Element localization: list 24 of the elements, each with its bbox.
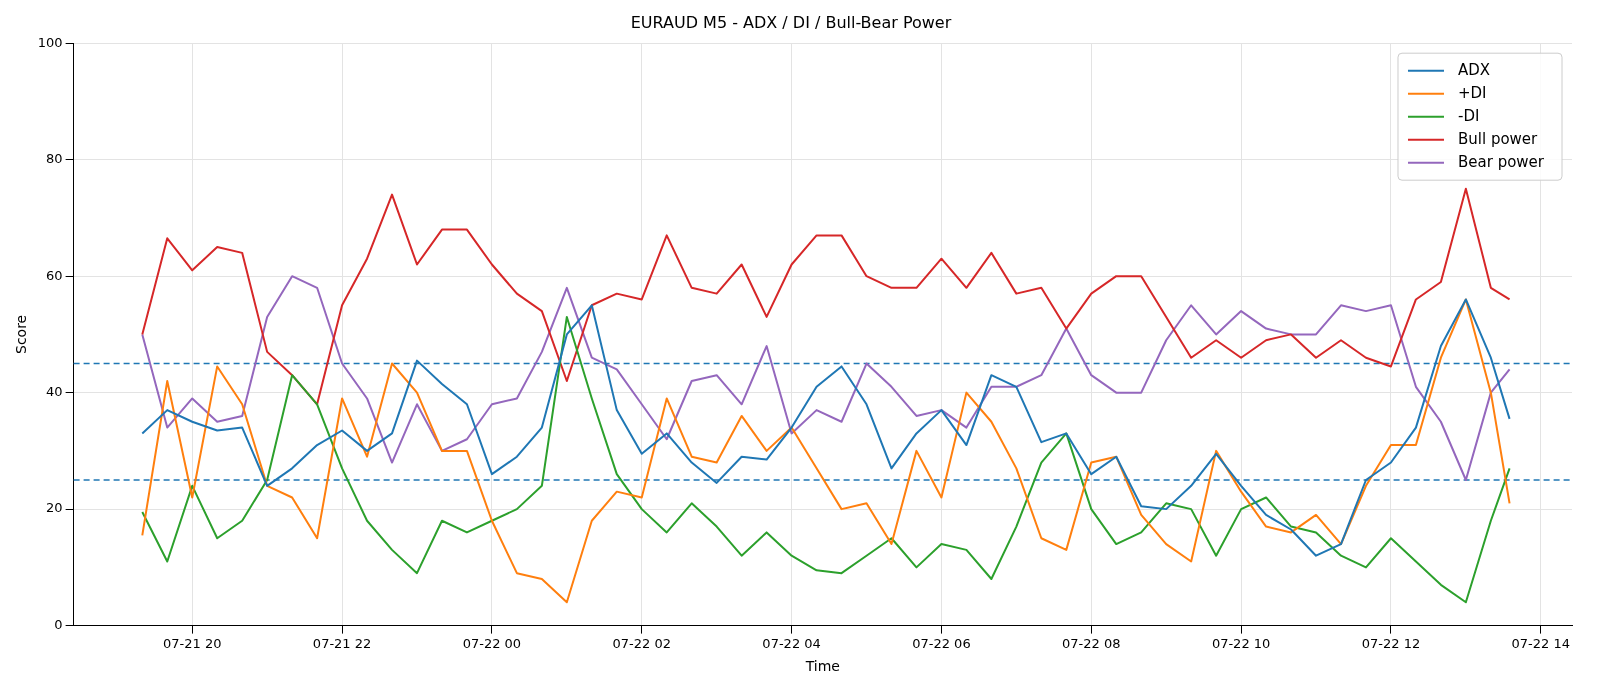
x-tick-label: 07-22 04 <box>762 635 821 651</box>
x-tick-label: 07-21 20 <box>163 635 222 651</box>
x-tick-label: 07-22 00 <box>462 635 522 651</box>
y-tick-label: 20 <box>46 500 63 516</box>
legend-label: +DI <box>1457 83 1487 102</box>
y-axis-title: Score <box>13 314 30 355</box>
y-tick-label: 40 <box>46 384 63 400</box>
x-axis-title: Time <box>804 658 840 675</box>
y-tick-label: 100 <box>37 34 63 50</box>
x-tick-label: 07-22 08 <box>1062 635 1121 651</box>
legend-label: Bear power <box>1457 152 1545 171</box>
x-tick-label: 07-22 06 <box>912 635 971 651</box>
y-tick-label: 80 <box>46 151 63 167</box>
legend-label: Bull power <box>1457 129 1539 148</box>
legend-label: ADX <box>1457 60 1491 79</box>
x-tick-label: 07-22 10 <box>1211 635 1271 651</box>
x-tick-label: 07-21 22 <box>312 635 372 651</box>
x-tick-label: 07-22 12 <box>1361 635 1421 651</box>
x-tick-label: 07-22 02 <box>612 635 671 651</box>
x-tick-label: 07-22 14 <box>1511 635 1571 651</box>
legend-label: -DI <box>1457 106 1480 125</box>
chart-title: EURAUD M5 - ADX / DI / Bull-Bear Power <box>630 12 952 32</box>
y-tick-label: 0 <box>54 616 63 632</box>
y-tick-label: 60 <box>46 267 63 283</box>
